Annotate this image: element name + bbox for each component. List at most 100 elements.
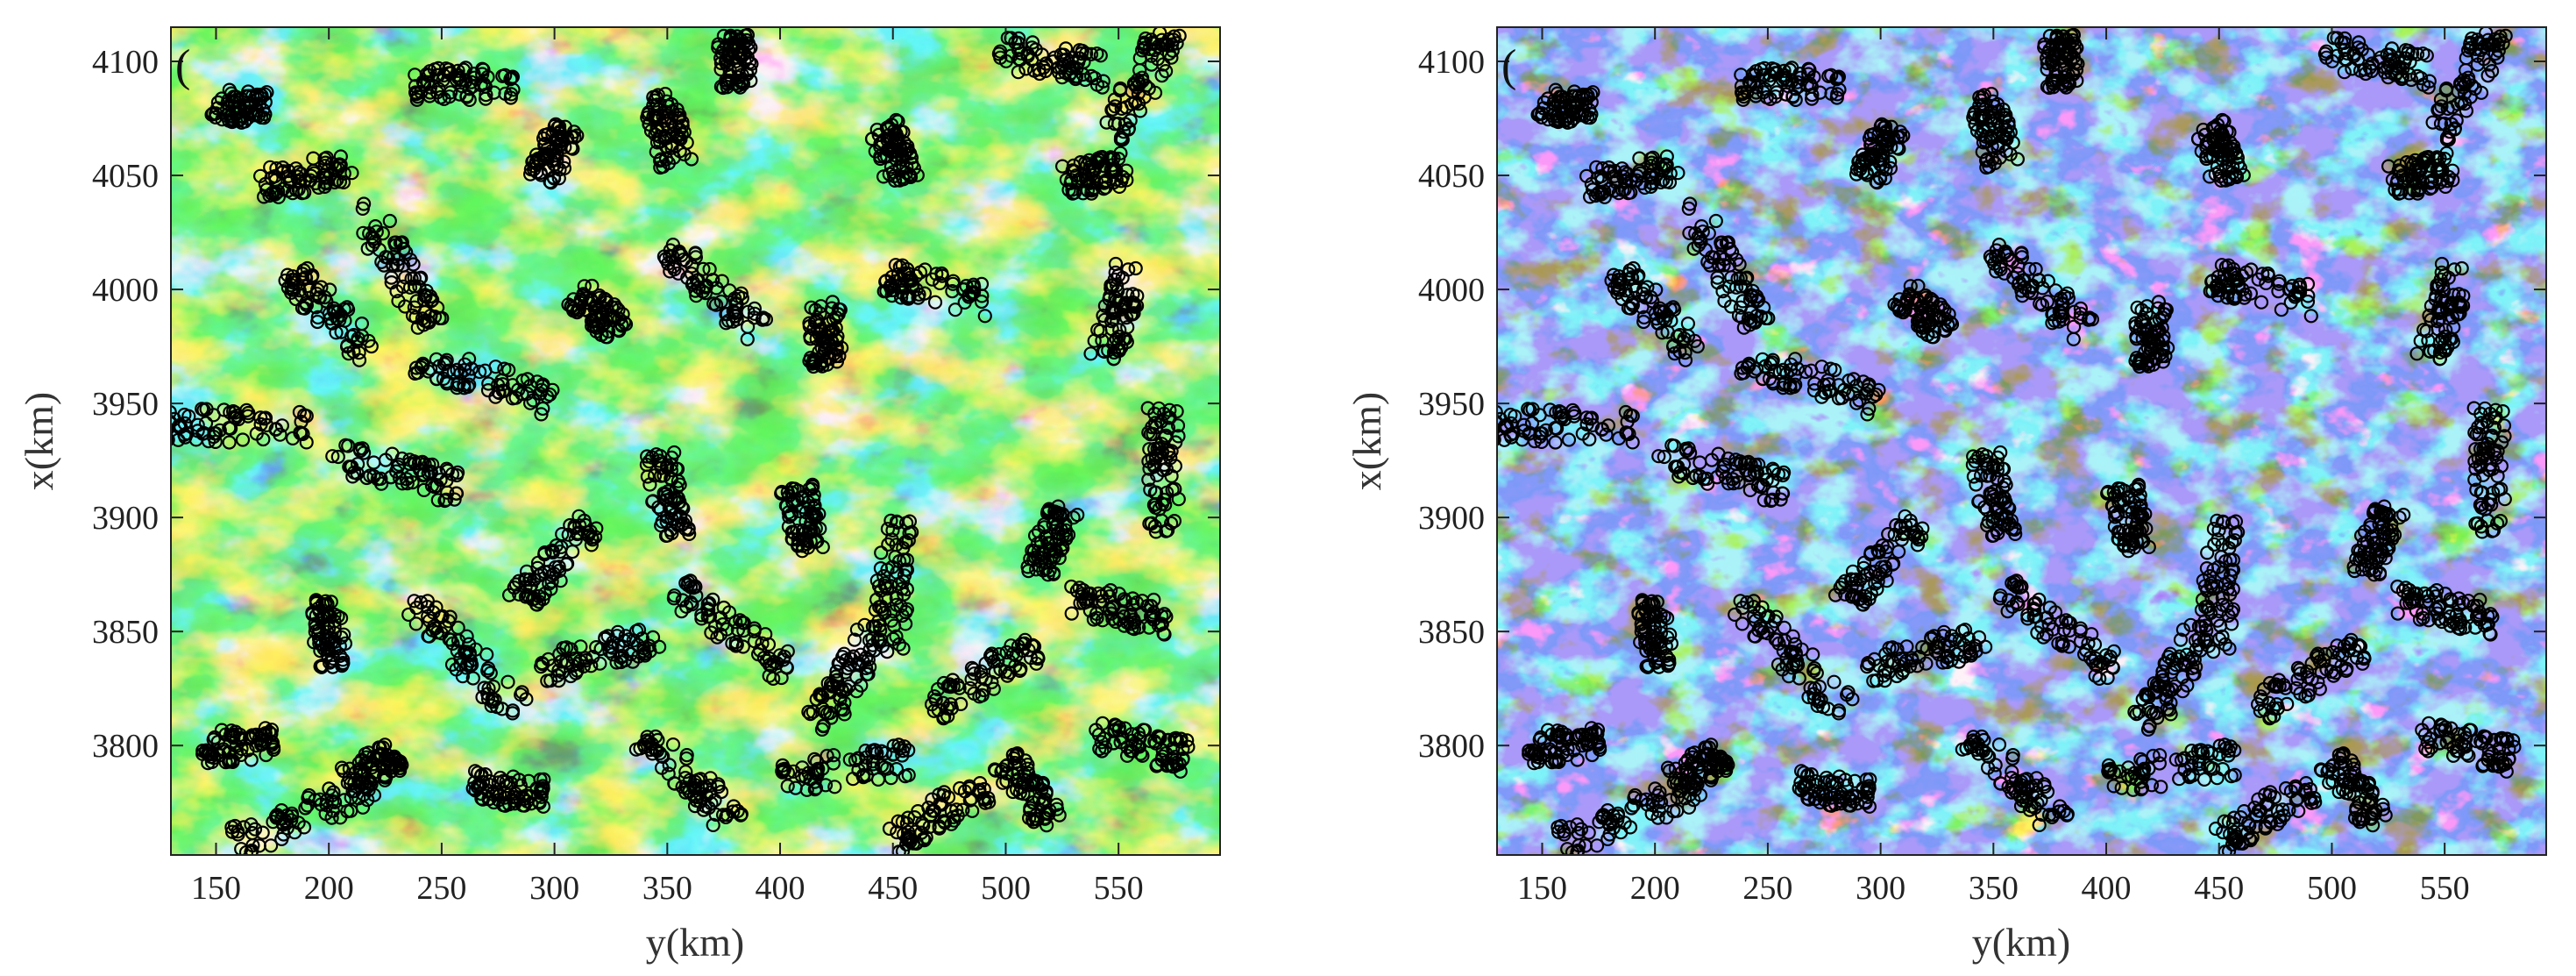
right-scatter-point — [1633, 166, 1648, 181]
left-scatter-point — [674, 603, 689, 619]
right-scatter-point — [1778, 87, 1793, 102]
right-scatter-point — [2465, 78, 2480, 93]
left-scatter-point — [688, 246, 703, 261]
left-scatter-point — [1148, 451, 1163, 466]
left-scatter-point — [326, 301, 341, 316]
left-scatter-point — [422, 64, 437, 79]
right-scatter-point — [1582, 110, 1598, 125]
right-scatter-point — [2211, 145, 2225, 160]
left-scatter-point — [1139, 78, 1153, 93]
right-scatter-point — [1556, 408, 1571, 423]
left-scatter-point — [642, 105, 656, 120]
left-scatter-point — [1065, 163, 1080, 178]
left-scatter-point — [1172, 28, 1187, 44]
left-scatter-point — [807, 752, 822, 767]
right-scatter-point — [2390, 606, 2405, 621]
right-scatter-point — [2467, 425, 2482, 440]
left-scatter-point — [899, 602, 915, 616]
left-scatter-point — [536, 657, 550, 672]
left-scatter-point — [1131, 726, 1146, 741]
left-scatter-point — [1039, 784, 1054, 799]
left-scatter-point — [336, 655, 351, 671]
left-scatter-point — [325, 449, 340, 464]
right-scatter-point — [1892, 292, 1907, 307]
right-scatter-point — [2132, 488, 2147, 502]
right-scatter-point — [2479, 27, 2494, 40]
left-scatter-point — [964, 660, 980, 675]
right-scatter-point — [2431, 311, 2446, 327]
right-scatter-point — [2292, 662, 2307, 677]
right-scatter-point — [2371, 548, 2386, 563]
left-scatter-point — [496, 773, 511, 788]
left-scatter-point — [971, 784, 986, 800]
left-scatter-point — [366, 787, 381, 802]
left-scatter-point — [225, 754, 240, 770]
left-scatter-point — [420, 594, 435, 609]
right-scatter-point — [1779, 366, 1794, 381]
right-scatter-point — [2000, 500, 2015, 515]
left-scatter-point — [1108, 265, 1123, 280]
left-scatter-point — [713, 627, 728, 642]
right-scatter-point — [1503, 407, 1518, 423]
left-scatter-point — [468, 642, 483, 657]
right-scatter-point — [1820, 373, 1835, 388]
left-scatter-point — [536, 772, 551, 787]
left-scatter-point — [991, 646, 1007, 662]
right-scatter-point — [1622, 426, 1636, 441]
left-scatter-point — [1083, 68, 1099, 83]
left-scatter-point — [691, 773, 706, 787]
left-scatter-point — [1005, 784, 1020, 800]
left-scatter-point — [280, 183, 295, 198]
right-scatter-point — [2434, 265, 2449, 280]
left-scatter-point — [364, 338, 379, 354]
right-scatter-point — [2044, 54, 2059, 69]
right-scatter-point — [1980, 468, 1995, 483]
right-scatter-point — [1785, 89, 1800, 103]
left-scatter-point — [897, 552, 912, 567]
right-scatter-point — [1866, 389, 1881, 404]
left-scatter-point — [775, 765, 791, 780]
left-scatter-point — [389, 284, 404, 299]
left-scatter-point — [475, 774, 491, 790]
right-scatter-point — [1788, 352, 1803, 367]
left-scatter-point — [669, 481, 685, 495]
left-scatter-point — [239, 98, 255, 113]
left-scatter-point — [800, 540, 816, 555]
right-scatter-point — [2225, 581, 2240, 597]
left-scatter-point — [665, 737, 681, 752]
right-scatter-point — [1644, 176, 1660, 191]
left-scatter-point — [222, 113, 237, 128]
left-scatter-point — [1020, 48, 1035, 64]
left-scatter-point — [879, 581, 895, 596]
right-scatter-point — [1740, 270, 1755, 285]
left-scatter-point — [1171, 492, 1186, 507]
left-scatter-point — [889, 629, 904, 645]
left-scatter-point — [647, 468, 663, 483]
left-scatter-point — [422, 89, 437, 103]
left-scatter-point — [543, 175, 558, 190]
left-scatter-point — [882, 821, 898, 837]
right-scatter-point — [2473, 485, 2488, 500]
left-scatter-point — [409, 92, 424, 107]
right-scatter-point — [2055, 297, 2070, 312]
right-scatter-point — [2253, 703, 2267, 718]
right-scatter-point — [2488, 403, 2503, 417]
left-scatter-point — [461, 368, 477, 383]
left-scatter-point — [548, 117, 564, 132]
left-scatter-point — [1169, 758, 1185, 773]
left-scatter-point — [1064, 50, 1080, 66]
left-scatter-point — [1111, 336, 1126, 351]
right-scatter-point — [2439, 146, 2454, 160]
left-scatter-point — [922, 819, 937, 835]
left-scatter-point — [674, 500, 689, 515]
right-scatter-point — [2018, 280, 2033, 295]
left-scatter-point — [394, 451, 409, 467]
right-scatter-point — [2438, 336, 2452, 351]
left-scatter-point — [1050, 526, 1066, 541]
left-scatter-point — [1160, 410, 1176, 425]
right-scatter-point — [2337, 35, 2352, 51]
right-scatter-point — [2067, 304, 2082, 319]
left-scatter-point — [1168, 435, 1183, 450]
right-scatter-point — [2416, 46, 2431, 61]
right-scatter-point — [2433, 303, 2448, 318]
